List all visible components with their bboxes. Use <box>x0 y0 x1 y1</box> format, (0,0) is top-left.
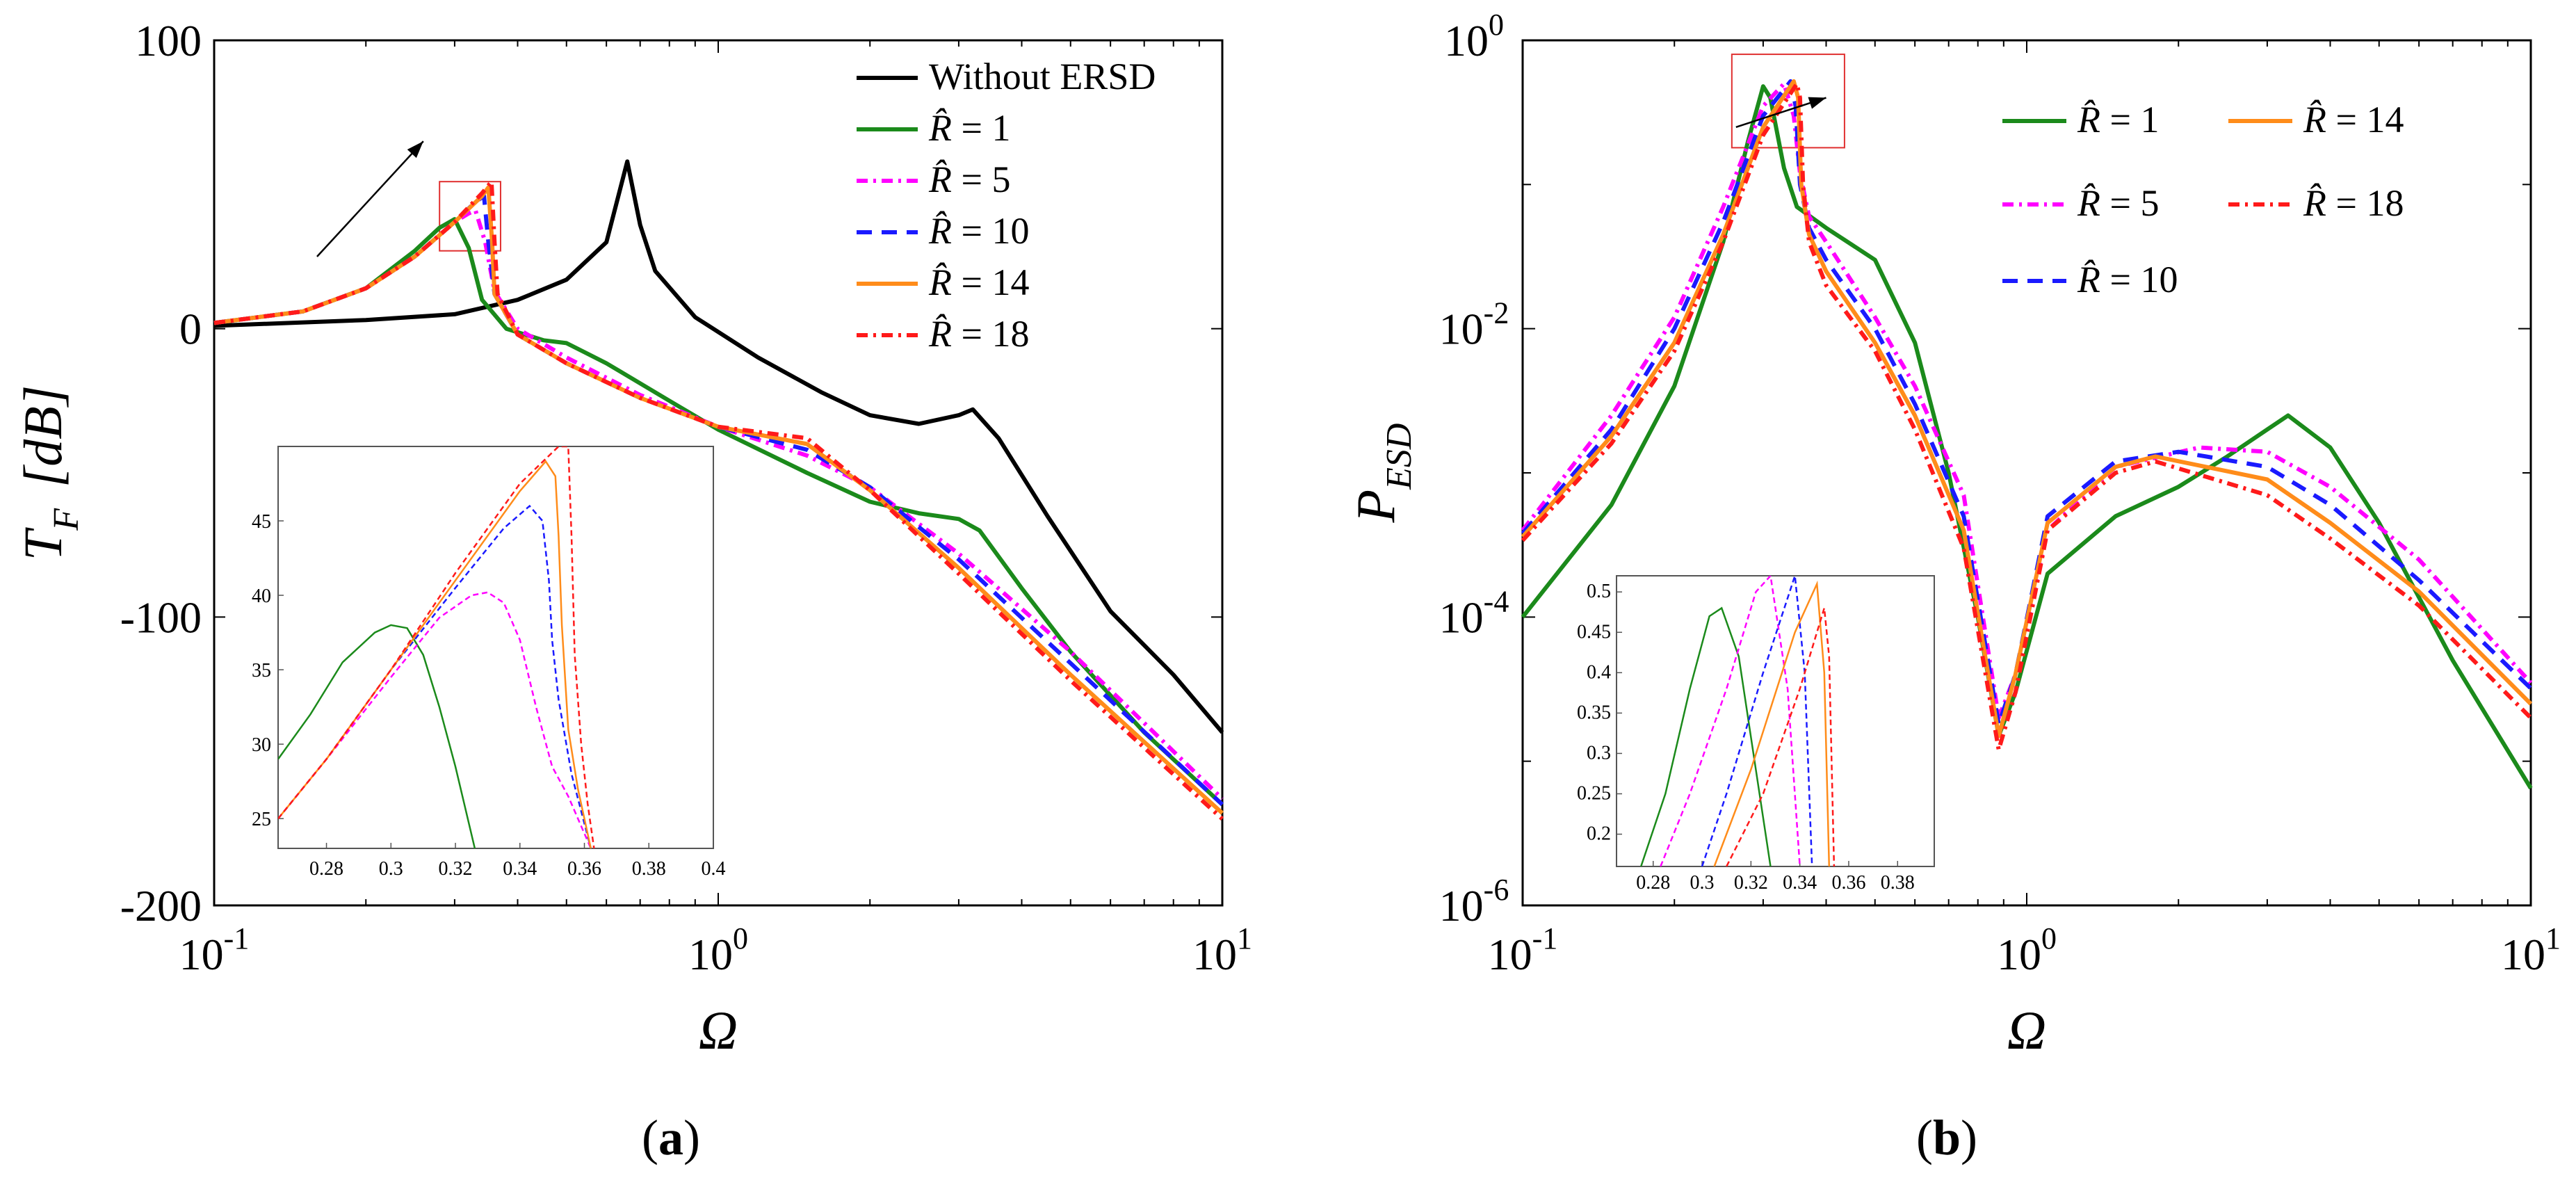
legend-label: R̂ = 10 <box>928 210 1029 252</box>
y-tick-label: 100 <box>135 16 202 65</box>
inset-x-tick-label: 0.28 <box>309 858 343 880</box>
zoom-box <box>1731 54 1845 149</box>
series-line <box>1521 79 2533 739</box>
series-line <box>1521 84 2533 790</box>
inset-y-tick-label: 0.4 <box>1587 661 1611 683</box>
inset-series-line <box>278 591 592 848</box>
inset-series-line <box>1701 576 1813 866</box>
series-line <box>213 159 1224 734</box>
series-line <box>213 217 1224 807</box>
inset-x-tick-label: 0.36 <box>567 858 601 880</box>
trend-arrow-head <box>1808 97 1826 109</box>
inset-x-tick-label: 0.34 <box>1783 872 1817 894</box>
inset-x-tick-label: 0.4 <box>702 858 726 880</box>
inset-series-line <box>278 624 476 848</box>
y-tick-label: -200 <box>120 881 202 930</box>
inset-x-tick-label: 0.3 <box>379 858 403 880</box>
legend-label: Without ERSD <box>929 56 1156 97</box>
y-tick-label: 100 <box>1444 8 1504 65</box>
x-tick-label: 10-1 <box>179 921 250 979</box>
y-tick-label: 10-2 <box>1439 296 1509 354</box>
y-tick-label: 0 <box>179 305 202 354</box>
legend-label: R̂ = 1 <box>928 107 1010 149</box>
legend-label: R̂ = 18 <box>2303 182 2404 224</box>
inset-y-tick-label: 0.3 <box>1587 742 1611 764</box>
legend-label: R̂ = 5 <box>928 159 1010 200</box>
x-tick-label: 101 <box>1192 921 1252 979</box>
x-axis-label: Ω <box>2007 1000 2046 1060</box>
inset-x-tick-label: 0.34 <box>503 858 537 880</box>
inset-series-line <box>278 460 592 848</box>
inset-series-line <box>1726 608 1836 866</box>
legend-label: R̂ = 1 <box>2077 99 2159 140</box>
x-tick-label: 101 <box>2501 921 2561 979</box>
series-line <box>1521 81 2533 752</box>
y-tick-label: 10-4 <box>1439 584 1509 642</box>
trend-arrow <box>316 140 424 257</box>
inset-series-line <box>1660 576 1801 866</box>
inset-x-tick-label: 0.28 <box>1636 872 1670 894</box>
inset-frame <box>1616 575 1935 867</box>
legend-label: R̂ = 14 <box>2303 99 2404 140</box>
inset-series-line <box>1713 580 1831 866</box>
legend: Without ERSD R̂ = 1 R̂ = 5 R̂ = 10 R̂ = 14 R̂… <box>857 56 1156 355</box>
inset-y-tick-label: 0.2 <box>1587 823 1611 845</box>
inset-frame <box>277 446 714 849</box>
panel-label-a: (a) <box>642 1110 700 1165</box>
inset-x-tick-label: 0.38 <box>632 858 666 880</box>
x-tick-label: 100 <box>688 921 748 979</box>
series-line <box>213 179 1224 821</box>
inset-y-tick-label: 45 <box>252 511 271 533</box>
panel-label-b: (b) <box>1916 1110 1977 1165</box>
legend-label: R̂ = 14 <box>928 261 1029 303</box>
inset-x-tick-label: 0.32 <box>1734 872 1768 894</box>
inset-series-line <box>1640 606 1772 866</box>
y-tick-label: -100 <box>120 592 202 642</box>
legend-label: R̂ = 10 <box>2077 259 2178 300</box>
x-tick-label: 10-1 <box>1488 921 1558 979</box>
legend: R̂ = 1 R̂ = 5 R̂ = 10 R̂ = 14 R̂ = 18 <box>2002 99 2404 300</box>
y-axis-label: TF[dB] <box>13 385 86 561</box>
inset-y-tick-label: 0.35 <box>1577 702 1611 723</box>
y-tick-label: 10-6 <box>1439 873 1509 930</box>
series-line <box>1521 79 2533 727</box>
x-axis-label: Ω <box>699 1000 738 1060</box>
inset-y-tick-label: 30 <box>252 734 271 756</box>
inset-y-tick-label: 35 <box>252 660 271 681</box>
inset-x-tick-label: 0.38 <box>1881 872 1915 894</box>
series-line <box>1521 81 2533 720</box>
trend-arrow-head <box>407 141 423 159</box>
x-tick-label: 100 <box>1997 921 2057 979</box>
inset-y-tick-label: 40 <box>252 586 271 607</box>
inset-y-tick-label: 25 <box>252 809 271 830</box>
inset-series-line <box>278 504 592 848</box>
inset-x-tick-label: 0.36 <box>1831 872 1865 894</box>
inset-x-tick-label: 0.32 <box>439 858 473 880</box>
inset-y-tick-label: 0.45 <box>1577 621 1611 643</box>
legend-label: R̂ = 18 <box>928 313 1029 355</box>
legend-label: R̂ = 5 <box>2077 182 2159 224</box>
inset-y-tick-label: 0.5 <box>1587 581 1611 602</box>
inset-y-tick-label: 0.25 <box>1577 783 1611 805</box>
inset-x-tick-label: 0.3 <box>1690 872 1715 894</box>
y-axis-label: PESD <box>1345 423 1419 524</box>
